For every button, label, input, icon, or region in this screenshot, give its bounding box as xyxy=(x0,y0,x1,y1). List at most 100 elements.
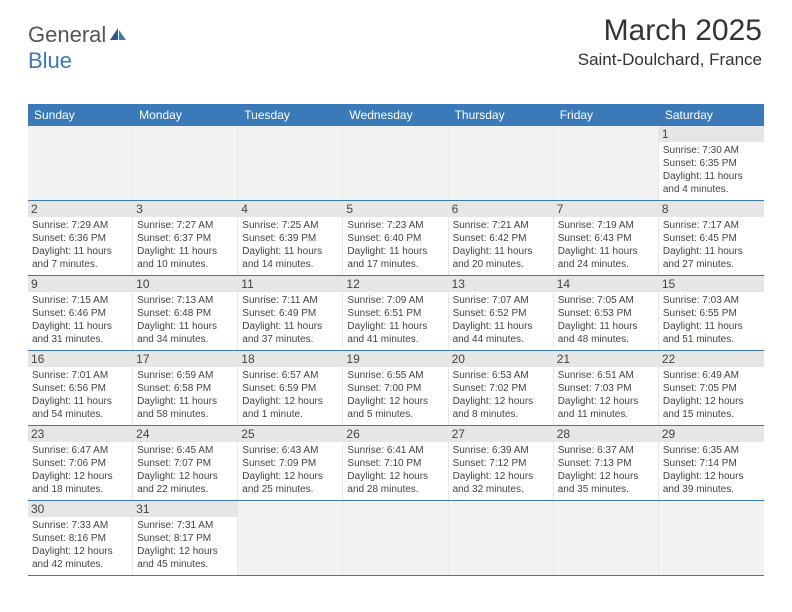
calendar-day-empty xyxy=(238,501,343,575)
calendar-day-empty xyxy=(238,126,343,200)
weekday-header: Friday xyxy=(554,104,659,126)
calendar-day: 20 Sunrise: 6:53 AMSunset: 7:02 PMDayligh… xyxy=(449,351,554,425)
calendar-day: 10Sunrise: 7:13 AMSunset: 6:48 PMDayligh… xyxy=(133,276,238,350)
day-number: 4 xyxy=(238,201,342,217)
day-details: Sunrise: 7:31 AMSunset: 8:17 PMDaylight:… xyxy=(137,519,233,571)
day-number: 20 xyxy=(449,351,553,367)
day-details: Sunrise: 6:45 AMSunset: 7:07 PMDaylight:… xyxy=(137,444,233,496)
day-number: 24 xyxy=(133,426,237,442)
day-number: 12 xyxy=(343,276,447,292)
calendar-day: 7Sunrise: 7:19 AMSunset: 6:43 PMDaylight… xyxy=(554,201,659,275)
day-number: 29 xyxy=(659,426,764,442)
calendar-day-empty xyxy=(554,501,659,575)
weekday-header: Tuesday xyxy=(238,104,343,126)
day-details: Sunrise: 6:51 AMSunset: 7:03 PMDaylight:… xyxy=(558,369,654,421)
calendar-day-empty xyxy=(449,501,554,575)
day-details: Sunrise: 6:55 AMSunset: 7:00 PMDaylight:… xyxy=(347,369,443,421)
day-number: 27 xyxy=(449,426,553,442)
header: March 2025 Saint-Doulchard, France xyxy=(578,14,762,70)
day-number: 28 xyxy=(554,426,658,442)
day-details: Sunrise: 6:49 AMSunset: 7:05 PMDaylight:… xyxy=(663,369,760,421)
day-number: 9 xyxy=(28,276,132,292)
day-details: Sunrise: 7:01 AMSunset: 6:56 PMDaylight:… xyxy=(32,369,128,421)
calendar-day: 18Sunrise: 6:57 AMSunset: 6:59 PMDayligh… xyxy=(238,351,343,425)
calendar-day: 16 Sunrise: 7:01 AMSunset: 6:56 PMDayligh… xyxy=(28,351,133,425)
logo-text-2: Blue xyxy=(28,48,72,73)
day-details: Sunrise: 6:47 AMSunset: 7:06 PMDaylight:… xyxy=(32,444,128,496)
day-details: Sunrise: 7:23 AMSunset: 6:40 PMDaylight:… xyxy=(347,219,443,271)
calendar-day: 11 Sunrise: 7:11 AMSunset: 6:49 PMDayligh… xyxy=(238,276,343,350)
day-details: Sunrise: 6:53 AMSunset: 7:02 PMDaylight:… xyxy=(453,369,549,421)
calendar-day-empty xyxy=(449,126,554,200)
calendar-day: 13Sunrise: 7:07 AMSunset: 6:52 PMDayligh… xyxy=(449,276,554,350)
calendar-day: 14 Sunrise: 7:05 AMSunset: 6:53 PMDayligh… xyxy=(554,276,659,350)
day-details: Sunrise: 7:33 AMSunset: 8:16 PMDaylight:… xyxy=(32,519,128,571)
day-number: 8 xyxy=(659,201,764,217)
day-details: Sunrise: 7:25 AMSunset: 6:39 PMDaylight:… xyxy=(242,219,338,271)
day-details: Sunrise: 7:03 AMSunset: 6:55 PMDaylight:… xyxy=(663,294,760,346)
day-number: 31 xyxy=(133,501,237,517)
weekday-header: Wednesday xyxy=(343,104,448,126)
logo: General Blue xyxy=(28,22,128,74)
calendar-day: 3Sunrise: 7:27 AMSunset: 6:37 PMDaylight… xyxy=(133,201,238,275)
day-details: Sunrise: 7:07 AMSunset: 6:52 PMDaylight:… xyxy=(453,294,549,346)
logo-sail-icon xyxy=(108,22,128,48)
day-number: 11 xyxy=(238,276,342,292)
day-details: Sunrise: 7:11 AMSunset: 6:49 PMDaylight:… xyxy=(242,294,338,346)
weekday-header: Thursday xyxy=(449,104,554,126)
calendar-day: 8 Sunrise: 7:17 AMSunset: 6:45 PMDaylight… xyxy=(659,201,764,275)
day-details: Sunrise: 7:09 AMSunset: 6:51 PMDaylight:… xyxy=(347,294,443,346)
day-details: Sunrise: 6:59 AMSunset: 6:58 PMDaylight:… xyxy=(137,369,233,421)
day-number: 2 xyxy=(28,201,132,217)
day-number: 17 xyxy=(133,351,237,367)
week-row: 1Sunrise: 7:30 AMSunset: 6:35 PMDaylight… xyxy=(28,126,764,201)
calendar-day: 24 Sunrise: 6:45 AMSunset: 7:07 PMDayligh… xyxy=(133,426,238,500)
calendar-day-empty xyxy=(133,126,238,200)
day-details: Sunrise: 6:43 AMSunset: 7:09 PMDaylight:… xyxy=(242,444,338,496)
calendar-day: 19 Sunrise: 6:55 AMSunset: 7:00 PMDayligh… xyxy=(343,351,448,425)
day-number: 14 xyxy=(554,276,658,292)
day-details: Sunrise: 6:39 AMSunset: 7:12 PMDaylight:… xyxy=(453,444,549,496)
day-number: 25 xyxy=(238,426,342,442)
logo-text-1: General xyxy=(28,22,106,47)
calendar-day: 5Sunrise: 7:23 AMSunset: 6:40 PMDaylight… xyxy=(343,201,448,275)
calendar-day: 2 Sunrise: 7:29 AMSunset: 6:36 PMDaylight… xyxy=(28,201,133,275)
day-number: 19 xyxy=(343,351,447,367)
day-number: 6 xyxy=(449,201,553,217)
day-number: 1 xyxy=(659,126,764,142)
day-number: 18 xyxy=(238,351,342,367)
page-title: March 2025 xyxy=(578,14,762,48)
day-details: Sunrise: 7:29 AMSunset: 6:36 PMDaylight:… xyxy=(32,219,128,271)
calendar-day-empty xyxy=(554,126,659,200)
week-row: 16 Sunrise: 7:01 AMSunset: 6:56 PMDayligh… xyxy=(28,351,764,426)
location: Saint-Doulchard, France xyxy=(578,50,762,70)
day-details: Sunrise: 7:15 AMSunset: 6:46 PMDaylight:… xyxy=(32,294,128,346)
day-details: Sunrise: 6:35 AMSunset: 7:14 PMDaylight:… xyxy=(663,444,760,496)
calendar-day: 6Sunrise: 7:21 AMSunset: 6:42 PMDaylight… xyxy=(449,201,554,275)
day-details: Sunrise: 7:05 AMSunset: 6:53 PMDaylight:… xyxy=(558,294,654,346)
week-row: 9 Sunrise: 7:15 AMSunset: 6:46 PMDaylight… xyxy=(28,276,764,351)
calendar-day: 28 Sunrise: 6:37 AMSunset: 7:13 PMDayligh… xyxy=(554,426,659,500)
calendar-day: 31 Sunrise: 7:31 AMSunset: 8:17 PMDayligh… xyxy=(133,501,238,575)
calendar-day: 21 Sunrise: 6:51 AMSunset: 7:03 PMDayligh… xyxy=(554,351,659,425)
day-details: Sunrise: 6:41 AMSunset: 7:10 PMDaylight:… xyxy=(347,444,443,496)
weekday-header-row: SundayMondayTuesdayWednesdayThursdayFrid… xyxy=(28,104,764,126)
day-number: 21 xyxy=(554,351,658,367)
calendar: SundayMondayTuesdayWednesdayThursdayFrid… xyxy=(28,104,764,576)
day-details: Sunrise: 6:37 AMSunset: 7:13 PMDaylight:… xyxy=(558,444,654,496)
calendar-day-empty xyxy=(28,126,133,200)
day-number: 23 xyxy=(28,426,132,442)
calendar-day: 25 Sunrise: 6:43 AMSunset: 7:09 PMDayligh… xyxy=(238,426,343,500)
day-number: 16 xyxy=(28,351,132,367)
week-row: 23 Sunrise: 6:47 AMSunset: 7:06 PMDayligh… xyxy=(28,426,764,501)
day-number: 22 xyxy=(659,351,764,367)
day-details: Sunrise: 7:17 AMSunset: 6:45 PMDaylight:… xyxy=(663,219,760,271)
day-number: 15 xyxy=(659,276,764,292)
calendar-day: 30Sunrise: 7:33 AMSunset: 8:16 PMDayligh… xyxy=(28,501,133,575)
week-row: 2 Sunrise: 7:29 AMSunset: 6:36 PMDaylight… xyxy=(28,201,764,276)
calendar-day: 22 Sunrise: 6:49 AMSunset: 7:05 PMDayligh… xyxy=(659,351,764,425)
day-number: 10 xyxy=(133,276,237,292)
week-row: 30Sunrise: 7:33 AMSunset: 8:16 PMDayligh… xyxy=(28,501,764,576)
calendar-day: 9 Sunrise: 7:15 AMSunset: 6:46 PMDaylight… xyxy=(28,276,133,350)
weeks-container: 1Sunrise: 7:30 AMSunset: 6:35 PMDaylight… xyxy=(28,126,764,576)
